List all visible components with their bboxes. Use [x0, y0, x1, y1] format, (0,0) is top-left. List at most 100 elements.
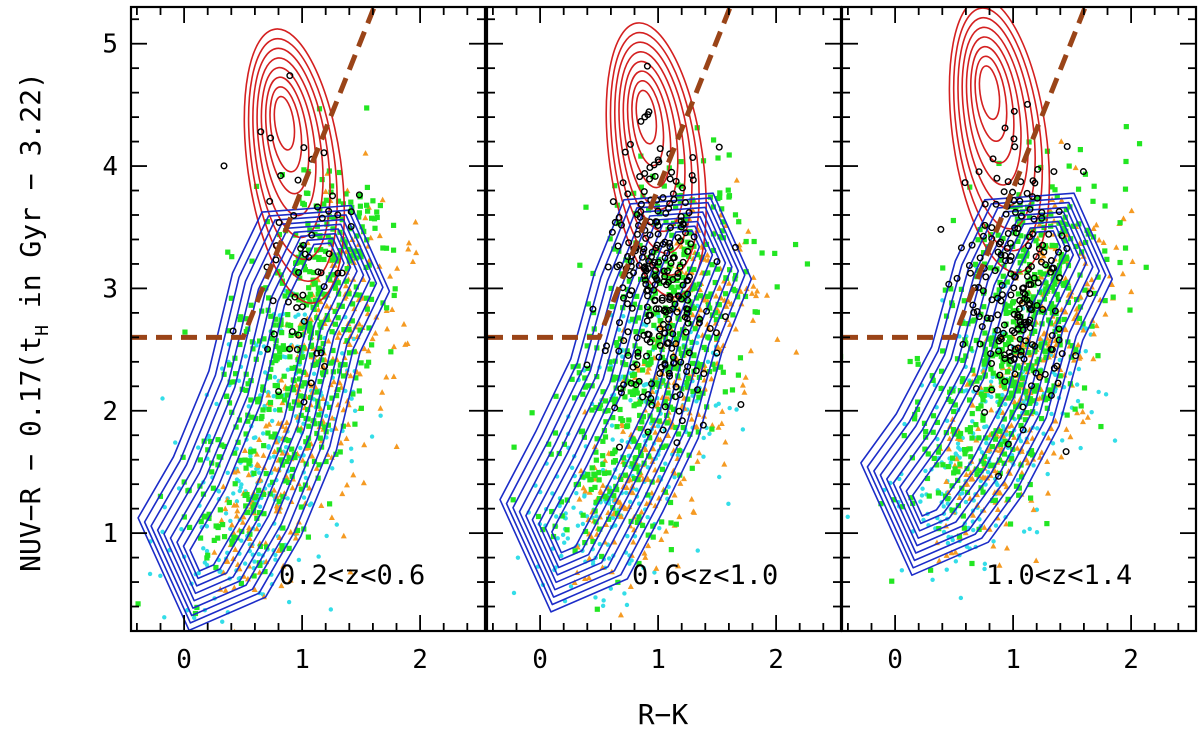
- green-point: [670, 323, 676, 329]
- green-point: [583, 204, 589, 210]
- green-point: [613, 340, 619, 346]
- black-point: [638, 253, 646, 261]
- green-point: [1117, 220, 1123, 226]
- orange-point: [1074, 319, 1081, 325]
- orange-point: [645, 542, 652, 549]
- green-point: [988, 462, 994, 469]
- blue-contour: [892, 216, 1081, 539]
- cyan-point: [216, 488, 221, 494]
- green-point: [265, 430, 271, 436]
- green-point: [1123, 124, 1129, 130]
- cyan-point: [237, 488, 242, 494]
- green-point: [293, 232, 299, 238]
- green-point: [352, 421, 358, 427]
- green-point: [540, 526, 546, 533]
- green-point: [617, 406, 623, 413]
- green-point: [908, 495, 914, 501]
- green-point: [1007, 303, 1013, 309]
- green-point: [725, 187, 731, 193]
- orange-point: [994, 506, 1001, 512]
- cyan-point: [613, 523, 618, 528]
- green-point: [328, 272, 334, 278]
- black-point: [1016, 335, 1024, 343]
- green-point: [686, 253, 692, 260]
- green-point: [257, 510, 263, 516]
- black-point: [277, 172, 285, 180]
- orange-point: [369, 335, 376, 342]
- cyan-point: [600, 603, 606, 608]
- cyan-point: [726, 501, 731, 507]
- black-point: [1007, 239, 1015, 247]
- cyan-point: [623, 490, 629, 496]
- black-point: [661, 329, 669, 337]
- orange-point: [345, 421, 352, 427]
- green-point: [622, 394, 628, 400]
- orange-point: [372, 329, 379, 336]
- cyan-point: [727, 405, 732, 411]
- black-point: [1047, 268, 1055, 276]
- green-point: [306, 423, 312, 429]
- green-point: [194, 604, 200, 611]
- black-point: [1006, 256, 1014, 264]
- green-point: [963, 447, 969, 453]
- orange-point: [271, 465, 278, 472]
- green-point: [357, 203, 363, 209]
- orange-point: [597, 487, 604, 494]
- black-point: [668, 344, 676, 352]
- orange-point: [1045, 434, 1052, 441]
- black-point: [671, 300, 679, 308]
- green-point: [357, 249, 363, 255]
- orange-point: [741, 389, 748, 395]
- black-point: [644, 391, 652, 399]
- green-point: [282, 397, 288, 403]
- orange-point: [234, 507, 241, 514]
- green-point: [229, 409, 235, 415]
- cyan-point: [568, 584, 574, 589]
- green-point: [365, 359, 372, 365]
- green-point: [589, 465, 595, 471]
- green-point: [249, 339, 255, 345]
- green-point: [699, 361, 705, 368]
- green-point: [266, 295, 272, 301]
- green-point: [645, 400, 651, 406]
- black-point: [1015, 305, 1023, 313]
- green-point: [1048, 211, 1054, 217]
- green-point: [630, 391, 636, 398]
- y-tick-label: 1: [102, 519, 118, 549]
- black-point: [308, 231, 316, 239]
- green-point: [285, 402, 292, 408]
- green-point: [717, 194, 723, 200]
- orange-point: [336, 379, 343, 386]
- green-point: [278, 457, 284, 463]
- black-point: [1054, 379, 1062, 387]
- green-point: [529, 410, 535, 416]
- x-tick-label: 2: [1123, 645, 1139, 675]
- green-point: [624, 351, 630, 357]
- orange-point: [317, 405, 324, 412]
- green-point: [649, 336, 655, 343]
- cyan-point: [920, 486, 925, 491]
- green-point: [305, 442, 311, 448]
- green-point: [305, 534, 311, 540]
- green-point: [958, 286, 964, 292]
- red-contour: [256, 57, 324, 239]
- green-point: [258, 415, 264, 422]
- green-point: [308, 325, 314, 331]
- green-point: [960, 320, 966, 326]
- green-point: [335, 387, 341, 393]
- cyan-point: [652, 570, 657, 575]
- green-point: [256, 338, 263, 344]
- black-point: [652, 305, 660, 313]
- green-point: [679, 282, 686, 288]
- green-point: [629, 461, 635, 467]
- green-point: [914, 406, 921, 413]
- green-point: [558, 499, 565, 505]
- black-point: [640, 188, 648, 196]
- green-point: [254, 515, 260, 521]
- orange-point: [990, 542, 997, 549]
- green-point: [251, 495, 258, 501]
- green-point: [215, 462, 221, 468]
- green-point: [1043, 354, 1049, 361]
- cyan-point: [236, 378, 242, 384]
- black-point: [655, 332, 663, 340]
